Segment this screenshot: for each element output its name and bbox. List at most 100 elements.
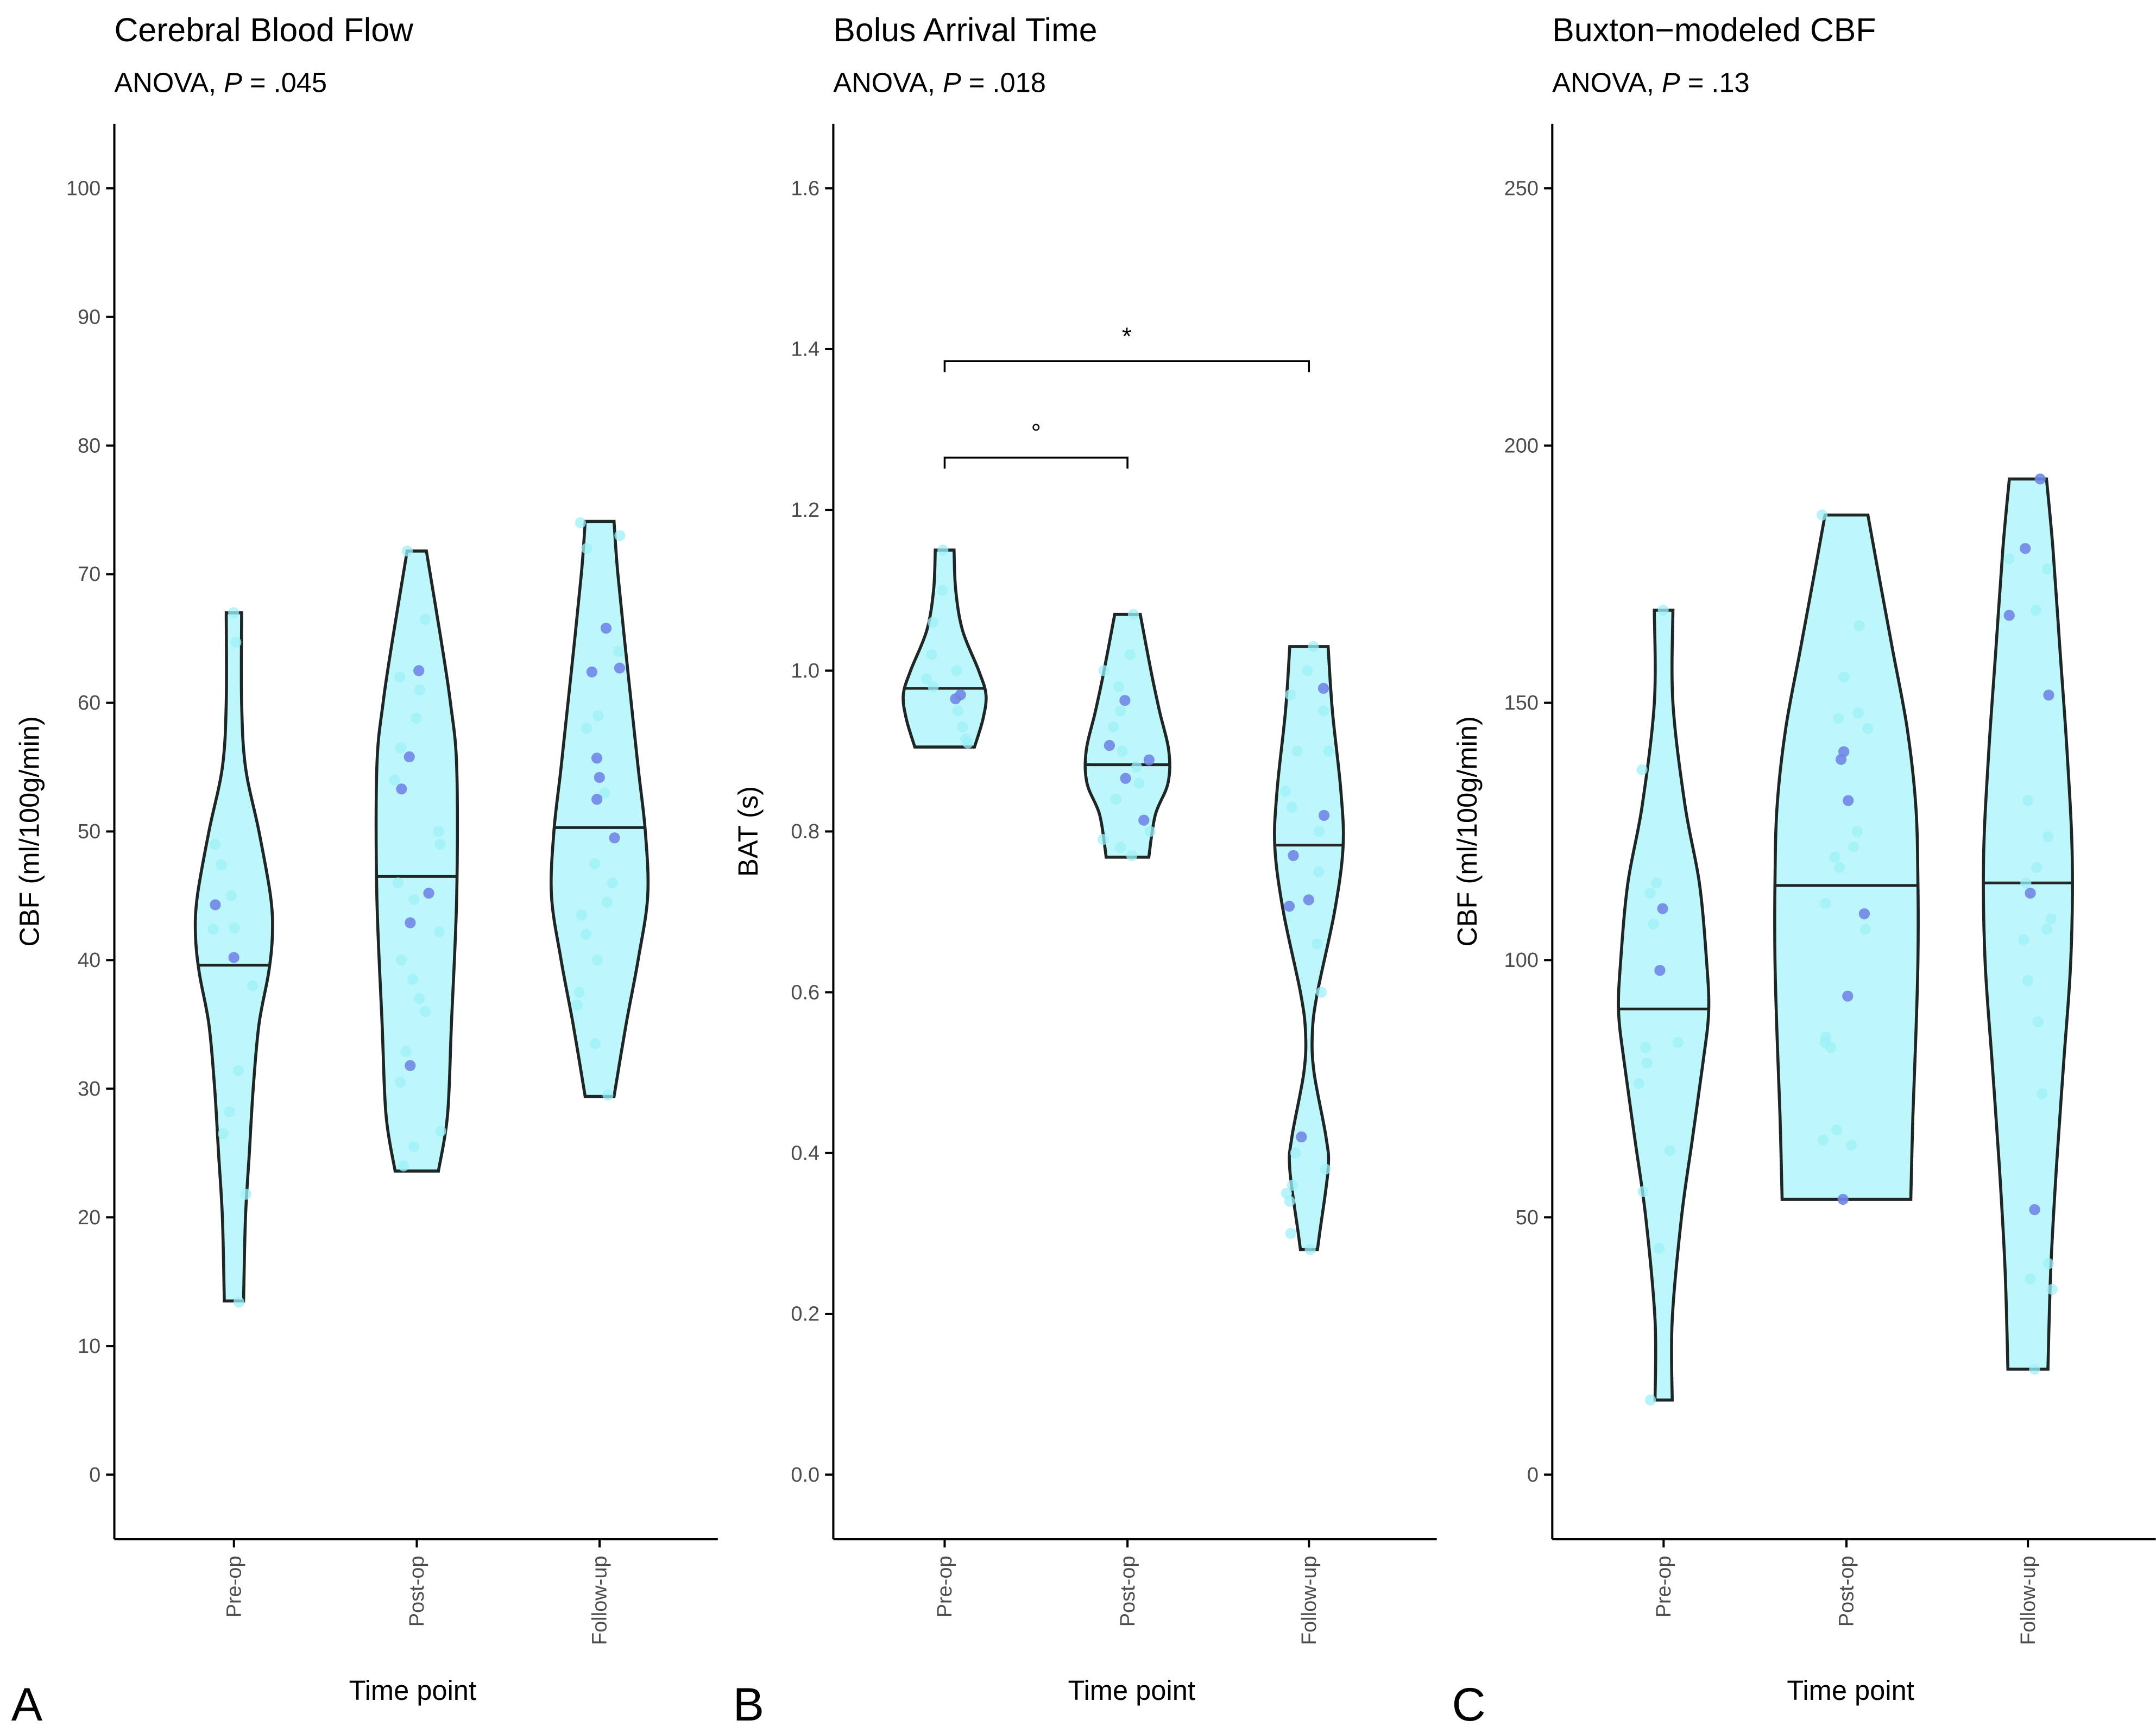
highlighted-data-point	[1654, 965, 1666, 976]
y-tick-label: 10	[78, 1335, 100, 1358]
data-point	[408, 1141, 420, 1153]
x-tick-label: Pre-op	[1653, 1555, 1675, 1617]
subtitle-prefix: ANOVA,	[833, 67, 943, 98]
data-point	[209, 839, 220, 850]
highlighted-data-point	[413, 665, 425, 676]
data-point	[229, 922, 240, 934]
data-point	[1124, 649, 1136, 660]
data-point	[1854, 620, 1865, 631]
data-point	[1313, 866, 1325, 877]
y-tick-label: 1.6	[791, 177, 819, 200]
highlighted-data-point	[1303, 894, 1314, 906]
data-point	[1817, 509, 1828, 521]
data-point	[928, 681, 939, 693]
y-tick-label: 100	[1504, 949, 1539, 972]
highlighted-data-point	[1837, 1193, 1849, 1205]
data-point	[1287, 1179, 1298, 1191]
data-point	[1115, 705, 1126, 717]
data-point	[1648, 918, 1659, 930]
y-tick-label: 1.2	[791, 499, 819, 522]
data-point	[960, 733, 972, 745]
data-point	[230, 637, 242, 648]
data-point	[956, 721, 968, 733]
data-point	[2025, 1273, 2036, 1285]
data-point	[1831, 1124, 1843, 1136]
highlighted-data-point	[591, 752, 603, 764]
highlighted-data-point	[1104, 739, 1115, 751]
data-point	[433, 826, 444, 837]
highlighted-data-point	[1835, 754, 1847, 765]
x-tick-label: Post-op	[1117, 1555, 1139, 1627]
data-point	[1834, 862, 1845, 873]
data-point	[1117, 745, 1128, 757]
data-point	[952, 705, 963, 717]
highlighted-data-point	[1657, 903, 1668, 914]
data-point	[1818, 1134, 1829, 1146]
data-point	[580, 928, 592, 940]
y-tick-label: 50	[78, 820, 100, 843]
violin-follow-up	[1982, 477, 2074, 1371]
data-point	[1838, 672, 1850, 683]
data-point	[1633, 1078, 1644, 1089]
violin-pre-op	[902, 548, 988, 749]
data-point	[581, 723, 592, 735]
data-point	[1098, 834, 1109, 845]
y-tick-label: 40	[78, 949, 100, 972]
data-point	[589, 858, 601, 869]
data-point	[1848, 841, 1859, 853]
y-tick-label: 250	[1504, 177, 1539, 200]
data-point	[389, 774, 400, 786]
data-point	[433, 926, 445, 938]
highlighted-data-point	[1119, 694, 1131, 706]
data-point	[224, 1106, 235, 1118]
data-point	[1290, 1147, 1301, 1159]
y-tick-label: 30	[78, 1078, 100, 1100]
data-point	[394, 672, 406, 683]
y-tick-label: 1.4	[791, 338, 819, 361]
data-point	[591, 954, 603, 966]
highlighted-data-point	[2025, 888, 2036, 899]
panel-letter: A	[11, 1679, 43, 1731]
data-point	[1127, 609, 1139, 620]
data-point	[228, 607, 239, 618]
y-axis-label: BAT (s)	[733, 786, 764, 877]
data-point	[2037, 1088, 2048, 1099]
subtitle-p: P	[1662, 67, 1680, 98]
panel-a: Cerebral Blood Flow ANOVA, P = .045 0 10 20 3…	[11, 11, 718, 1731]
y-tick-label: 0.0	[791, 1464, 819, 1487]
data-point	[233, 1296, 245, 1308]
violin-follow-up	[550, 520, 650, 1098]
data-point	[2003, 553, 2015, 565]
data-point	[589, 1038, 601, 1049]
highlighted-data-point	[600, 622, 612, 634]
y-tick-label: 0.2	[791, 1303, 819, 1326]
data-point	[395, 954, 407, 966]
x-tick-label: Pre-op	[223, 1555, 245, 1617]
y-tick-label: 60	[78, 692, 100, 714]
data-point	[1644, 888, 1656, 899]
highlighted-data-point	[2003, 610, 2015, 621]
data-point	[434, 839, 446, 850]
data-point	[1636, 764, 1648, 775]
data-point	[1641, 1057, 1653, 1069]
y-tick-label: 0	[1527, 1464, 1539, 1487]
highlighted-data-point	[1858, 908, 1870, 920]
data-point	[407, 973, 419, 985]
data-point	[2029, 1363, 2040, 1375]
y-tick-label: 0.6	[791, 981, 819, 1004]
data-point	[607, 877, 618, 889]
data-point	[1672, 1036, 1684, 1048]
data-point	[392, 877, 404, 889]
data-point	[1302, 665, 1313, 676]
data-point	[926, 649, 937, 660]
data-point	[581, 543, 592, 554]
y-tick-label: 70	[78, 563, 100, 586]
highlighted-data-point	[228, 952, 239, 963]
highlighted-data-point	[2034, 473, 2046, 485]
x-axis-label: Time point	[1068, 1675, 1195, 1706]
data-point	[2045, 913, 2057, 925]
highlighted-data-point	[2020, 543, 2031, 554]
data-point	[1284, 1196, 1295, 1207]
subtitle-value: = .13	[1680, 67, 1750, 98]
chart-title: Bolus Arrival Time	[833, 11, 1097, 48]
